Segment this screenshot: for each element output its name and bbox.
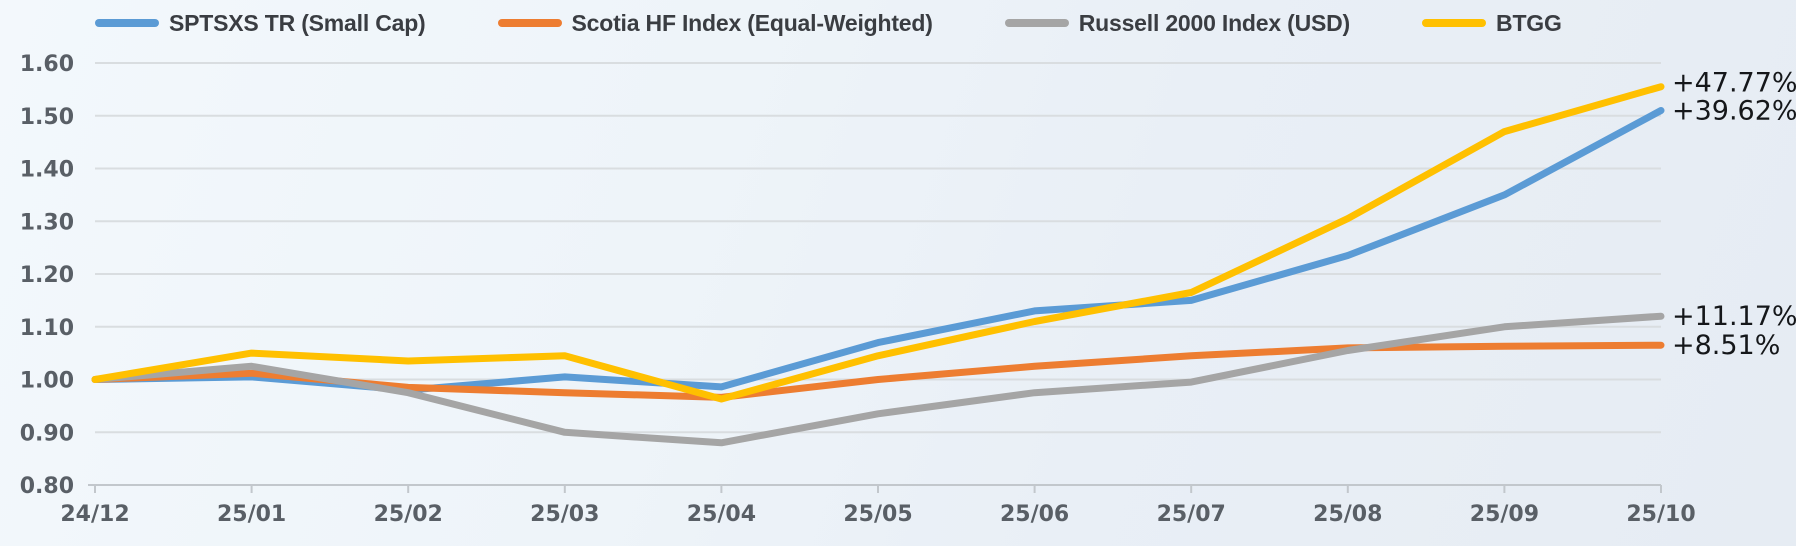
series-line [91, 83, 1665, 403]
y-axis-tick-label: 1.30 [20, 210, 74, 235]
legend-item: SPTSXS TR (Small Cap) [95, 10, 426, 37]
legend-item: BTGG [1422, 10, 1562, 37]
y-axis-tick-label: 1.20 [20, 263, 74, 288]
y-axis-tick-label: 1.50 [20, 105, 74, 130]
x-axis-tick-label: 25/10 [1626, 502, 1695, 527]
y-axis-tick-label: 1.00 [20, 369, 74, 394]
series-end-label: +39.62% [1672, 95, 1796, 126]
legend-label: Russell 2000 Index (USD) [1078, 9, 1351, 36]
x-axis-tick-label: 25/07 [1157, 502, 1226, 527]
x-axis-tick-label: 25/01 [217, 502, 286, 527]
legend-item: Russell 2000 Index (USD) [1004, 9, 1351, 37]
y-axis-tick-label: 1.10 [20, 316, 74, 341]
y-axis-tick-label: 1.60 [20, 52, 74, 77]
x-axis-tick-label: 25/04 [687, 502, 756, 527]
legend-line-swatch [1004, 19, 1069, 27]
x-axis-tick-label: 25/09 [1470, 502, 1539, 527]
legend-line-swatch [95, 19, 159, 27]
x-axis-tick-label: 25/05 [843, 502, 912, 527]
x-axis-tick-label: 25/02 [374, 502, 443, 527]
legend-label: SPTSXS TR (Small Cap) [169, 9, 426, 36]
legend-line-swatch [1422, 19, 1487, 27]
x-axis-tick-label: 25/06 [1000, 502, 1069, 527]
y-axis-tick-label: 0.90 [20, 421, 74, 446]
series-end-label: +11.17% [1672, 301, 1796, 332]
legend-item: Scotia HF Index (Equal-Weighted) [497, 9, 933, 37]
y-axis-tick-label: 1.40 [20, 158, 74, 183]
x-axis-tick-label: 25/03 [530, 502, 599, 527]
y-axis-tick-label: 0.80 [20, 474, 74, 499]
legend-label: BTGG [1496, 9, 1562, 36]
legend-line-swatch [497, 19, 562, 27]
legend-label: Scotia HF Index (Equal-Weighted) [571, 9, 933, 36]
series-end-label: +47.77% [1672, 68, 1796, 99]
chart-legend: SPTSXS TR (Small Cap) Scotia HF Index (Eq… [95, 2, 1562, 44]
series-end-label: +8.51% [1672, 330, 1780, 361]
series-line [91, 312, 1665, 447]
x-axis-tick-label: 25/08 [1313, 502, 1382, 527]
x-axis-tick-label: 24/12 [60, 502, 129, 527]
